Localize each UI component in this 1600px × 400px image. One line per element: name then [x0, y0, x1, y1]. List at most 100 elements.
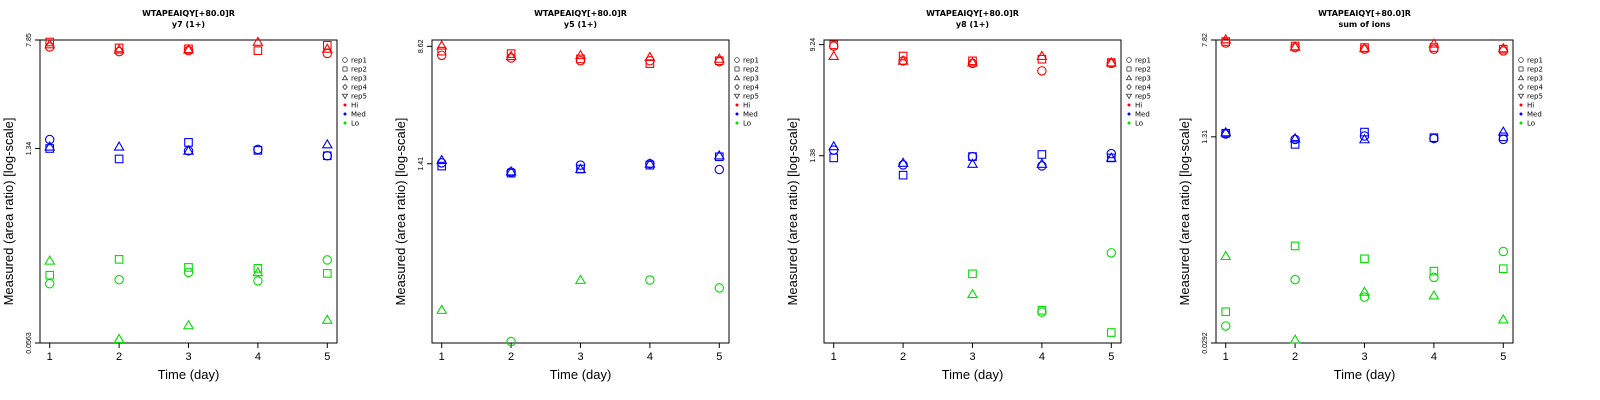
legend-marker-rep1 — [1518, 57, 1524, 63]
legend-label: rep1 — [1135, 57, 1151, 65]
data-point — [645, 275, 655, 285]
data-point — [253, 146, 263, 155]
x-tick-label: 1 — [1223, 351, 1229, 363]
data-point — [114, 255, 124, 264]
y-axis-label: Measured (area ratio) [log-scale] — [393, 118, 408, 306]
legend-color-dot — [1519, 112, 1523, 116]
chart-subtitle: y5 (1+) — [564, 20, 597, 29]
data-point — [114, 154, 124, 164]
data-point — [506, 336, 516, 347]
data-point — [184, 138, 193, 147]
legend-label: Hi — [743, 102, 750, 110]
legend-marker-rep2 — [342, 66, 348, 72]
data-point — [897, 157, 909, 167]
data-point — [1429, 272, 1439, 283]
data-point — [322, 151, 333, 161]
x-tick-label: 2 — [1292, 351, 1298, 363]
data-point — [436, 39, 448, 50]
data-point — [1497, 42, 1509, 53]
data-point — [829, 153, 839, 163]
x-tick-label: 4 — [647, 351, 653, 363]
data-point — [183, 267, 194, 278]
data-point — [645, 59, 655, 68]
y-tick-label: 1.38 — [810, 149, 817, 163]
chart-panel-3: WTAPEAIQY[+80.0]R y8 (1+) 1 2 3 4 5 9.24 1.38 Tim… — [785, 9, 1151, 382]
data-point — [713, 149, 725, 160]
legend-marker-rep5 — [1125, 93, 1133, 100]
data-point — [1037, 161, 1047, 171]
data-point — [436, 304, 448, 314]
legend-color-dot — [343, 121, 347, 125]
data-point — [1220, 321, 1231, 331]
data-point — [437, 161, 447, 171]
data-point — [897, 55, 909, 65]
chart-title: WTAPEAIQY[+80.0]R — [534, 9, 627, 18]
legend-label: rep1 — [351, 57, 367, 65]
y-tick-label: 1.34 — [26, 142, 33, 156]
data-point — [1289, 334, 1301, 344]
legend-marker-rep5 — [1517, 93, 1525, 100]
legend-label: rep2 — [351, 66, 367, 74]
data-point — [1037, 66, 1047, 76]
data-point — [829, 40, 839, 50]
legend-marker-rep2 — [1518, 66, 1524, 72]
legend-label: Med — [1135, 111, 1150, 119]
data-point — [253, 264, 263, 273]
data-point — [436, 154, 448, 165]
plot-frame — [431, 39, 730, 344]
legend-color-dot — [735, 103, 739, 107]
legend-label: Med — [1527, 111, 1542, 119]
data-point — [321, 138, 333, 149]
data-point — [184, 263, 193, 272]
legend-label: rep1 — [743, 57, 759, 65]
x-axis-label: Time (day) — [942, 367, 1004, 382]
legend-marker-rep1 — [342, 57, 348, 63]
x-tick-label: 1 — [831, 351, 837, 363]
data-point — [828, 50, 840, 60]
legend-marker-rep1 — [1126, 57, 1132, 63]
data-point — [966, 56, 979, 67]
plot-frame — [39, 39, 338, 344]
data-point — [1220, 126, 1232, 137]
x-axis-label: Time (day) — [1334, 367, 1396, 382]
data-point — [898, 51, 908, 61]
data-point — [322, 269, 332, 278]
data-point — [1290, 134, 1300, 145]
data-point — [113, 140, 125, 151]
chart-title: WTAPEAIQY[+80.0]R — [142, 9, 235, 18]
chart-panel-2: WTAPEAIQY[+80.0]R y5 (1+) 1 2 3 4 5 8.62 1.41 Tim… — [393, 9, 759, 382]
x-tick-label: 2 — [508, 351, 514, 363]
data-point — [1105, 56, 1117, 67]
data-point — [252, 266, 264, 277]
legend-label: Hi — [351, 102, 358, 110]
data-point — [714, 283, 725, 293]
data-point — [1498, 134, 1509, 145]
data-point — [321, 314, 333, 324]
data-point — [1429, 266, 1439, 276]
y-tick-label: 1.41 — [418, 157, 425, 171]
data-point — [1359, 292, 1370, 302]
data-point — [114, 274, 124, 285]
data-point — [1106, 328, 1116, 337]
x-tick-label: 5 — [324, 351, 330, 363]
x-tick-label: 2 — [900, 351, 906, 363]
data-point — [644, 51, 656, 61]
data-point — [1497, 125, 1509, 136]
data-point — [44, 278, 55, 289]
data-point — [437, 46, 447, 56]
x-tick-label: 3 — [969, 351, 975, 363]
legend-label: Lo — [351, 120, 359, 128]
data-point — [1105, 152, 1117, 162]
data-point — [321, 43, 333, 53]
data-point — [1498, 132, 1508, 142]
data-point — [506, 53, 516, 63]
y-tick-label: 1.31 — [1202, 130, 1209, 144]
data-point — [574, 49, 587, 60]
data-point — [1289, 41, 1301, 51]
chart-subtitle: y7 (1+) — [172, 20, 205, 29]
y-tick-label: 8.62 — [418, 39, 425, 53]
